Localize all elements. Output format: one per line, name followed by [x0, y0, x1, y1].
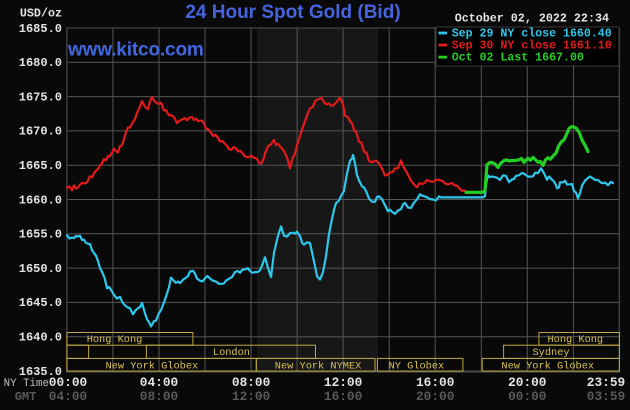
svg-text:1640.0: 1640.0 [19, 331, 62, 345]
svg-text:03:59: 03:59 [587, 389, 625, 404]
svg-text:Hong Kong: Hong Kong [548, 334, 604, 346]
svg-text:Sep 29 NY close 1660.40: Sep 29 NY close 1660.40 [452, 28, 612, 41]
svg-text:23:59: 23:59 [587, 375, 625, 390]
svg-text:16:00: 16:00 [416, 375, 454, 390]
svg-text:04:00: 04:00 [140, 375, 178, 390]
svg-text:NY Globex: NY Globex [389, 361, 445, 373]
svg-text:1665.0: 1665.0 [19, 159, 62, 173]
svg-text:00:00: 00:00 [49, 375, 87, 390]
svg-text:1650.0: 1650.0 [19, 262, 62, 276]
svg-text:1670.0: 1670.0 [19, 125, 62, 139]
svg-text:www.kitco.com: www.kitco.com [67, 39, 204, 60]
svg-text:GMT: GMT [15, 390, 37, 404]
svg-text:1655.0: 1655.0 [19, 228, 62, 242]
svg-text:New York NYMEX: New York NYMEX [275, 361, 362, 373]
svg-text:1675.0: 1675.0 [19, 90, 62, 104]
svg-text:20:00: 20:00 [508, 375, 546, 390]
svg-text:04:00: 04:00 [49, 389, 87, 404]
svg-text:24 Hour Spot Gold (Bid): 24 Hour Spot Gold (Bid) [185, 2, 400, 23]
svg-text:1645.0: 1645.0 [19, 296, 62, 310]
svg-text:October 02, 2022 22:34: October 02, 2022 22:34 [455, 12, 609, 26]
svg-text:Hong Kong: Hong Kong [87, 334, 143, 346]
svg-text:New York Globex: New York Globex [501, 361, 594, 373]
svg-text:16:00: 16:00 [324, 389, 362, 404]
svg-text:1660.0: 1660.0 [19, 193, 62, 207]
svg-text:NY Time: NY Time [4, 378, 49, 390]
svg-text:1685.0: 1685.0 [19, 22, 62, 36]
svg-text:1680.0: 1680.0 [19, 56, 62, 70]
svg-text:USD/oz: USD/oz [20, 7, 62, 21]
svg-text:08:00: 08:00 [232, 375, 270, 390]
svg-text:Oct 02 Last 1667.00: Oct 02 Last 1667.00 [452, 52, 584, 65]
svg-text:00:00: 00:00 [508, 389, 546, 404]
svg-text:20:00: 20:00 [416, 389, 454, 404]
svg-text:Sydney: Sydney [533, 347, 570, 359]
svg-text:London: London [213, 347, 250, 359]
svg-text:New York Globex: New York Globex [106, 361, 199, 373]
svg-text:12:00: 12:00 [324, 375, 362, 390]
svg-text:12:00: 12:00 [232, 389, 270, 404]
svg-text:08:00: 08:00 [140, 389, 178, 404]
svg-text:1635.0: 1635.0 [19, 365, 62, 379]
svg-text:Sep 30 NY close 1661.10: Sep 30 NY close 1661.10 [452, 40, 612, 53]
